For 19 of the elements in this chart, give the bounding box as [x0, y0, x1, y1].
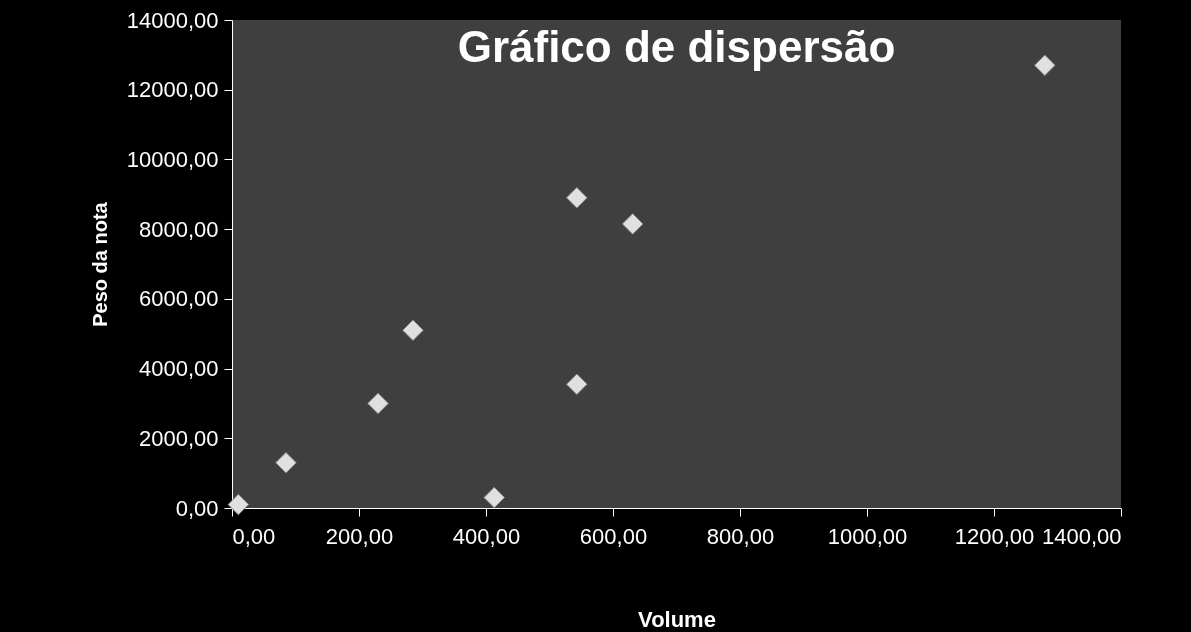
y-tick-label: 2000,00 — [138, 425, 219, 451]
x-axis-title: Volume — [638, 606, 716, 632]
x-tick-label: 1200,00 — [954, 523, 1035, 549]
y-axis-title: Peso da nota — [88, 201, 111, 327]
y-tick-label: 12000,00 — [126, 77, 219, 103]
x-tick-label: 600,00 — [579, 523, 648, 549]
x-tick-label: 400,00 — [452, 523, 521, 549]
x-tick-label: 800,00 — [706, 523, 775, 549]
y-tick-label: 0,00 — [175, 495, 219, 521]
x-tick-label: 200,00 — [325, 523, 394, 549]
x-tick-label: 1000,00 — [827, 523, 908, 549]
y-tick-label: 8000,00 — [138, 216, 219, 242]
x-tick-label: 1400,00 — [1041, 523, 1122, 549]
y-tick-label: 6000,00 — [138, 286, 219, 312]
y-tick-label: 14000,00 — [126, 7, 219, 33]
chart-title: Gráfico de dispersão — [457, 22, 896, 71]
y-tick-label: 10000,00 — [126, 146, 219, 172]
x-tick-label: 0,00 — [232, 523, 276, 549]
y-tick-label: 4000,00 — [138, 356, 219, 382]
